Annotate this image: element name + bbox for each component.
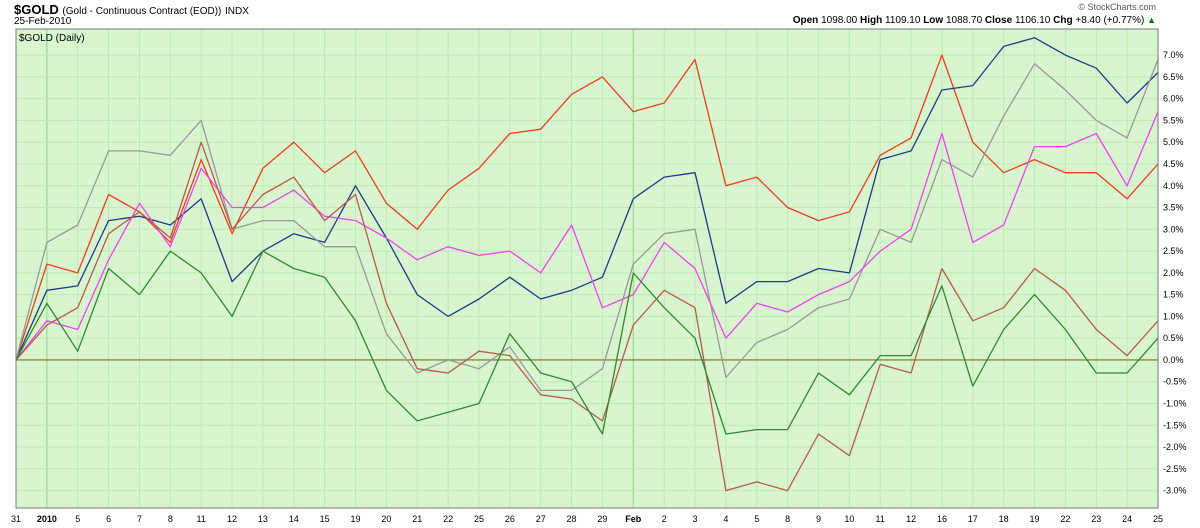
brand-watermark: © StockCharts.com — [1078, 2, 1156, 12]
x-tick-label: 7 — [137, 514, 142, 524]
series-line-2 — [15, 37, 1159, 361]
x-tick-label: 29 — [597, 514, 607, 524]
high-label: High — [860, 15, 883, 26]
x-tick-label: 12 — [906, 514, 916, 524]
y-tick-label: 1.5% — [1163, 290, 1184, 300]
exchange: INDX — [225, 6, 249, 17]
plot-background — [16, 29, 1158, 508]
x-tick-label: 16 — [937, 514, 947, 524]
x-tick-label: 23 — [1091, 514, 1101, 524]
chart-header: $GOLD (Gold - Continuous Contract (EOD))… — [0, 0, 1200, 28]
y-tick-label: 7.0% — [1163, 50, 1184, 60]
high-value: 1109.10 — [885, 15, 921, 26]
y-tick-label: -2.0% — [1163, 442, 1187, 452]
x-tick-label: 21 — [412, 514, 422, 524]
y-tick-label: 2.5% — [1163, 246, 1184, 256]
series-line-3 — [15, 59, 1159, 392]
x-tick-label: 5 — [754, 514, 759, 524]
symbol: $GOLD — [14, 2, 59, 17]
y-tick-label: 6.0% — [1163, 94, 1184, 104]
x-tick-label: 8 — [785, 514, 790, 524]
x-tick-label: 5 — [75, 514, 80, 524]
series-line-5 — [15, 141, 1159, 492]
y-tick-label: 3.0% — [1163, 224, 1184, 234]
x-tick-label: 11 — [876, 514, 885, 524]
series-line-1 — [15, 54, 1159, 361]
x-tick-label: 24 — [1122, 514, 1132, 524]
y-tick-label: 3.5% — [1163, 203, 1184, 213]
y-tick-label: -1.0% — [1163, 398, 1187, 408]
x-tick-label: 14 — [289, 514, 299, 524]
x-tick-label: 25 — [474, 514, 484, 524]
chg-value: +8.40 (+0.77%) — [1075, 15, 1145, 26]
x-tick-label: 18 — [999, 514, 1009, 524]
y-tick-label: 2.0% — [1163, 268, 1184, 278]
open-value: 1098.00 — [821, 15, 858, 26]
y-tick-label: -2.5% — [1163, 464, 1187, 474]
y-tick-label: 0.0% — [1163, 355, 1184, 365]
low-value: 1088.70 — [945, 15, 983, 26]
panel-label: $GOLD (Daily) — [19, 33, 85, 44]
x-tick-label: 4 — [723, 514, 728, 524]
y-tick-label: -1.5% — [1163, 420, 1187, 430]
grid-lines — [15, 29, 1159, 508]
y-tick-label: -0.5% — [1163, 377, 1187, 387]
x-tick-label: 2 — [662, 514, 667, 524]
x-tick-label: 28 — [567, 514, 577, 524]
close-value: 1106.10 — [1014, 15, 1051, 26]
x-tick-label: 22 — [1060, 514, 1070, 524]
x-tick-label: 19 — [1030, 514, 1040, 524]
x-tick-label: 2010 — [37, 514, 57, 524]
x-tick-label: 10 — [844, 514, 854, 524]
x-tick-label: 13 — [258, 514, 268, 524]
series-lines — [15, 37, 1159, 492]
symbol-title: $GOLD (Gold - Continuous Contract (EOD))… — [14, 2, 249, 17]
x-axis-ticks: 31 2010 5 6 7 8 11 12 13 14 15 19 20 21 22 25 26 27 28 29 Fe… — [11, 514, 1163, 524]
x-tick-label: 20 — [381, 514, 391, 524]
series-line-4 — [15, 111, 1159, 361]
quote-bar: Open 1098.00 High 1109.10 Low 1088.70 Cl… — [793, 15, 1156, 26]
symbol-description: (Gold - Continuous Contract (EOD)) — [62, 6, 222, 17]
up-triangle-icon: ▲ — [1147, 15, 1156, 25]
x-tick-label: 3 — [693, 514, 698, 524]
chg-label: Chg — [1053, 15, 1073, 26]
x-tick-label: 12 — [227, 514, 237, 524]
close-label: Close — [984, 15, 1013, 26]
x-tick-label: 6 — [106, 514, 111, 524]
y-tick-label: 0.5% — [1163, 333, 1184, 343]
y-axis-ticks: -3.0% -2.5% -2.0% -1.5% -1.0% -0.5% 0.0% 0.5% 1.… — [1163, 50, 1187, 495]
y-tick-label: 4.0% — [1163, 181, 1184, 191]
y-tick-label: 5.0% — [1163, 137, 1184, 147]
x-tick-label: 31 — [11, 514, 21, 524]
series-line-6 — [15, 250, 1159, 435]
x-tick-label: Feb — [625, 514, 642, 524]
y-tick-label: 1.0% — [1163, 311, 1184, 321]
x-tick-label: 17 — [968, 514, 978, 524]
x-tick-label: 11 — [197, 514, 206, 524]
y-tick-label: 4.5% — [1163, 159, 1184, 169]
x-tick-label: 15 — [320, 514, 330, 524]
x-tick-label: 22 — [443, 514, 453, 524]
y-tick-label: -3.0% — [1163, 486, 1187, 496]
open-label: Open — [792, 15, 819, 26]
x-tick-label: 26 — [505, 514, 515, 524]
x-tick-label: 8 — [168, 514, 173, 524]
x-tick-label: 25 — [1153, 514, 1163, 524]
x-tick-label: 9 — [816, 514, 821, 524]
x-tick-label: 27 — [536, 514, 546, 524]
y-tick-label: 5.5% — [1163, 115, 1184, 125]
plot-frame — [15, 28, 1159, 509]
y-tick-label: 6.5% — [1163, 72, 1184, 82]
low-label: Low — [923, 15, 944, 26]
chart-date: 25-Feb-2010 — [14, 16, 72, 27]
x-tick-label: 19 — [351, 514, 361, 524]
